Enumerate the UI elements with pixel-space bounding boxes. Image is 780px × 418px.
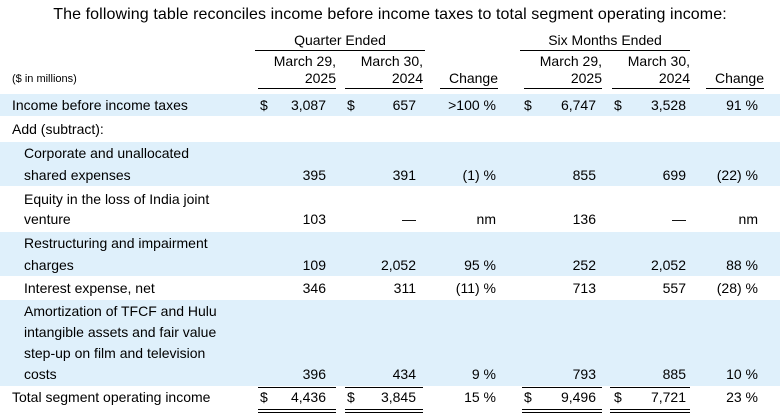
dollar-sign: $ xyxy=(347,97,355,113)
col-s-2024-line2: 2024 xyxy=(658,70,690,86)
col-s-2024-header: March 30, 2024 xyxy=(612,53,690,89)
cell-interest-q2025: 346 xyxy=(302,280,326,296)
dollar-sign: $ xyxy=(260,97,268,113)
dollar-sign: $ xyxy=(260,389,268,405)
dollar-sign: $ xyxy=(347,389,355,405)
six-months-ended-header: Six Months Ended xyxy=(520,32,690,51)
col-s-2025-line2: 2025 xyxy=(570,70,602,86)
total-rule-q2025 xyxy=(258,387,336,388)
cell-interest-s2024: 557 xyxy=(662,280,686,296)
row-label-corporate-line2: shared expenses xyxy=(24,167,131,183)
cell-corporate-q2024: 391 xyxy=(392,167,416,183)
cell-restructuring-q2024: 2,052 xyxy=(380,257,416,273)
col-q-change-header: Change xyxy=(440,70,498,89)
row-label-interest-expense: Interest expense, net xyxy=(24,280,155,296)
total-rule-q2024 xyxy=(345,387,423,388)
row-label-amortization-line1: Amortization of TFCF and Hulu xyxy=(24,303,217,319)
row-band-corporate xyxy=(0,142,780,186)
col-q-2024-line1: March 30, xyxy=(360,53,423,69)
row-label-add-subtract: Add (subtract): xyxy=(12,121,104,137)
cell-total-s2025: 9,496 xyxy=(560,389,596,405)
page-title: The following table reconciles income be… xyxy=(53,6,727,23)
cell-income-q2024: 657 xyxy=(392,97,416,113)
row-label-amortization-line3: step-up on film and television xyxy=(24,345,206,361)
cell-corporate-schange: (22) % xyxy=(716,167,758,183)
row-label-equity-line1: Equity in the loss of India joint xyxy=(24,191,210,207)
row-band-restructuring xyxy=(0,232,780,276)
row-label-amortization-line2: intangible assets and fair value xyxy=(24,324,217,340)
cell-equity-s2024: — xyxy=(672,211,686,227)
col-s-2025-line1: March 29, xyxy=(539,53,602,69)
total-double-rule-s2024 xyxy=(610,409,690,413)
total-double-rule-q2025 xyxy=(258,409,336,413)
row-label-restructuring-line1: Restructuring and impairment xyxy=(24,235,208,251)
col-q-2025-line1: March 29, xyxy=(273,53,336,69)
cell-equity-schange: nm xyxy=(738,211,758,227)
cell-amortization-qchange: 9 % xyxy=(471,366,496,382)
cell-total-schange: 23 % xyxy=(726,389,758,405)
col-s-2025-header: March 29, 2025 xyxy=(524,53,602,89)
total-double-rule-s2025 xyxy=(522,409,602,413)
cell-corporate-qchange: (1) % xyxy=(462,167,496,183)
cell-total-q2025: 4,436 xyxy=(290,389,326,405)
dollar-sign: $ xyxy=(524,389,532,405)
cell-equity-s2025: 136 xyxy=(572,211,596,227)
row-band-income xyxy=(0,94,780,116)
cell-amortization-schange: 10 % xyxy=(726,366,758,382)
row-label-corporate-line1: Corporate and unallocated xyxy=(24,145,190,161)
cell-total-s2024: 7,721 xyxy=(650,389,686,405)
total-rule-s2025 xyxy=(522,387,602,388)
cell-restructuring-s2024: 2,052 xyxy=(650,257,686,273)
row-label-income-before-taxes: Income before income taxes xyxy=(12,97,188,113)
col-q-2024-header: March 30, 2024 xyxy=(345,53,423,89)
col-s-2024-line1: March 30, xyxy=(627,53,690,69)
cell-corporate-s2024: 699 xyxy=(662,167,686,183)
cell-corporate-q2025: 395 xyxy=(302,167,326,183)
row-label-restructuring-line2: charges xyxy=(24,257,74,273)
cell-amortization-q2024: 434 xyxy=(392,366,416,382)
cell-income-s2024: 3,528 xyxy=(650,97,686,113)
dollar-sign: $ xyxy=(524,97,532,113)
row-band-amortization xyxy=(0,300,780,386)
cell-restructuring-qchange: 95 % xyxy=(464,257,496,273)
col-q-2025-line2: 2025 xyxy=(304,70,336,86)
col-s-change-header: Change xyxy=(706,70,764,89)
dollar-sign: $ xyxy=(614,389,622,405)
cell-income-q2025: 3,087 xyxy=(290,97,326,113)
col-q-2024-line2: 2024 xyxy=(391,70,423,86)
cell-restructuring-schange: 88 % xyxy=(726,257,758,273)
cell-restructuring-s2025: 252 xyxy=(572,257,596,273)
cell-equity-q2024: — xyxy=(402,211,416,227)
row-label-total-segment-income: Total segment operating income xyxy=(12,389,211,405)
dollar-sign: $ xyxy=(614,97,622,113)
cell-income-schange: 91 % xyxy=(726,97,758,113)
cell-interest-s2025: 713 xyxy=(572,280,596,296)
cell-total-qchange: 15 % xyxy=(464,389,496,405)
row-label-amortization-line4: costs xyxy=(24,366,57,382)
cell-corporate-s2025: 855 xyxy=(572,167,596,183)
cell-amortization-s2024: 885 xyxy=(662,366,686,382)
cell-amortization-q2025: 396 xyxy=(302,366,326,382)
row-label-equity-line2: venture xyxy=(24,211,71,227)
cell-interest-schange: (28) % xyxy=(716,280,758,296)
units-label: ($ in millions) xyxy=(12,73,77,85)
cell-income-s2025: 6,747 xyxy=(560,97,596,113)
cell-equity-qchange: nm xyxy=(476,211,496,227)
cell-total-q2024: 3,845 xyxy=(380,389,416,405)
total-double-rule-q2024 xyxy=(345,409,423,413)
cell-interest-qchange: (11) % xyxy=(455,280,496,296)
cell-interest-q2024: 311 xyxy=(393,280,416,296)
cell-amortization-s2025: 793 xyxy=(572,366,596,382)
col-q-2025-header: March 29, 2025 xyxy=(258,53,336,89)
cell-income-qchange: >100 % xyxy=(448,97,496,113)
quarter-ended-header: Quarter Ended xyxy=(255,32,425,51)
total-rule-s2024 xyxy=(610,387,690,388)
cell-equity-q2025: 103 xyxy=(302,211,326,227)
cell-restructuring-q2025: 109 xyxy=(302,257,326,273)
